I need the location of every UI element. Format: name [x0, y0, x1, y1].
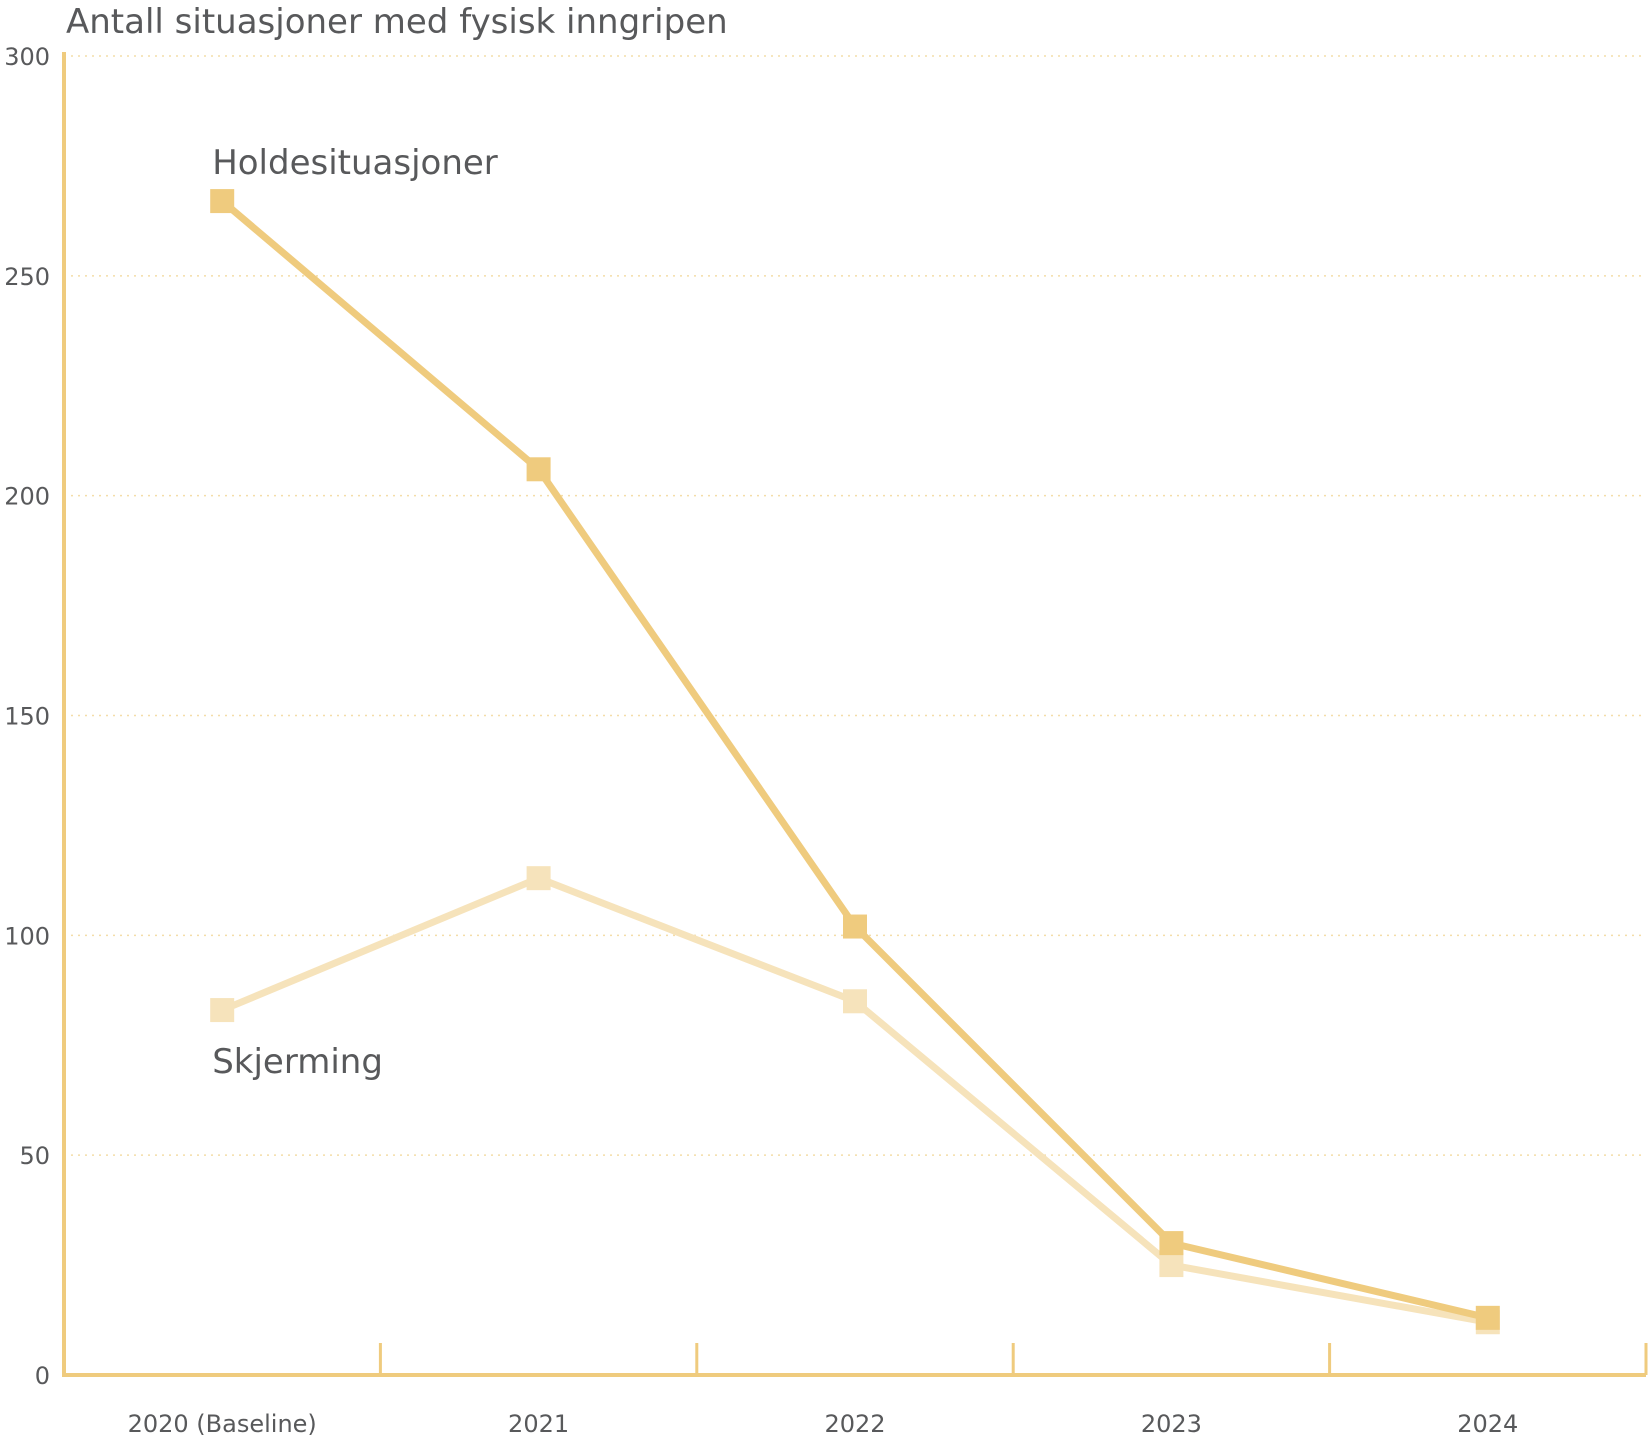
data-point-holdesituasjoner [210, 189, 235, 214]
series-line-holdesituasjoner [219, 198, 1489, 1322]
y-tick-label: 100 [4, 922, 50, 950]
x-tick-label: 2023 [1141, 1410, 1202, 1438]
x-tick-label: 2024 [1457, 1410, 1518, 1438]
y-tick-label: 200 [4, 483, 50, 511]
data-point-holdesituasjoner [1159, 1231, 1184, 1256]
x-tick-label: 2021 [508, 1410, 569, 1438]
x-tick-label: 2020 (Baseline) [128, 1410, 317, 1438]
y-axis-title: Antall situasjoner med fysisk inngripen [66, 2, 728, 42]
data-point-holdesituasjoner [526, 457, 551, 482]
y-tick-label: 250 [4, 263, 50, 291]
series-line-skjerming [220, 874, 1489, 1326]
data-point-skjerming [1159, 1253, 1184, 1278]
y-tick-label: 300 [4, 43, 50, 71]
data-point-skjerming [526, 866, 551, 891]
y-tick-label: 0 [35, 1362, 50, 1390]
series-label-skjerming: Skjerming [212, 1042, 383, 1082]
data-point-skjerming [843, 989, 867, 1014]
x-tick-label: 2022 [824, 1410, 885, 1438]
data-point-holdesituasjoner [1475, 1305, 1500, 1330]
data-point-skjerming [210, 998, 235, 1023]
series-label-holdesituasjoner: Holdesituasjoner [212, 143, 498, 183]
y-tick-label: 50 [19, 1142, 50, 1170]
data-point-holdesituasjoner [843, 914, 867, 939]
y-tick-label: 150 [4, 703, 50, 731]
